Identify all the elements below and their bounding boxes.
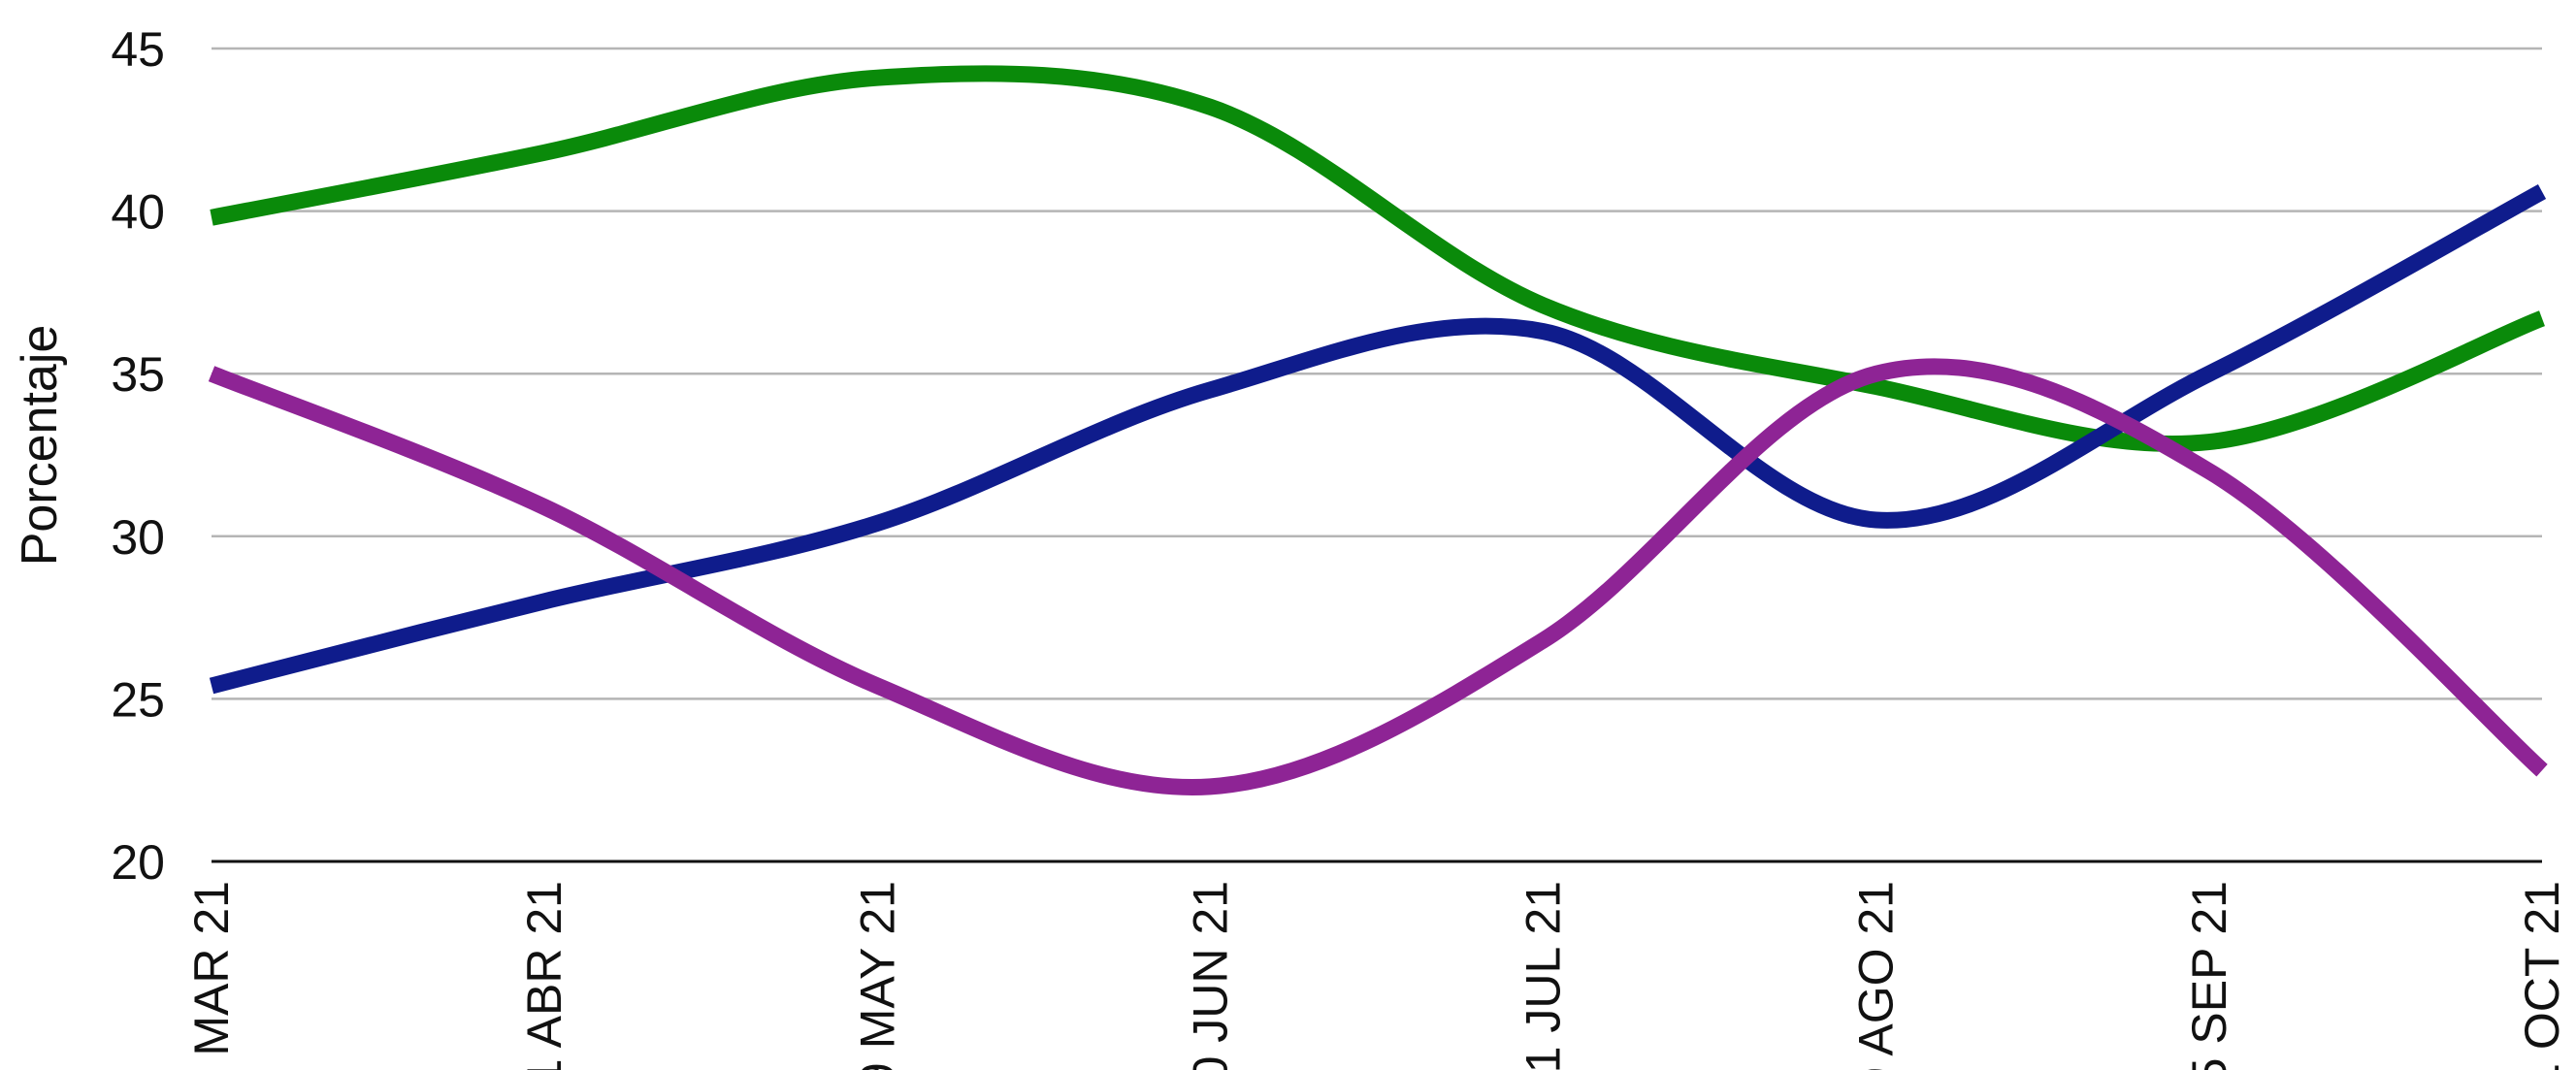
series-line-2 bbox=[209, 184, 2547, 695]
x-tick-label: 5 SEP 21 bbox=[2182, 881, 2236, 1070]
series-line-3 bbox=[208, 358, 2548, 796]
series-lines bbox=[208, 65, 2548, 796]
y-tick-labels: 20 25 30 35 40 45 bbox=[111, 22, 165, 890]
x-tick-label: 11 ABR 21 bbox=[517, 881, 571, 1070]
x-tick-label: 11 JUL 21 bbox=[1516, 881, 1571, 1070]
y-tick-label: 25 bbox=[111, 672, 165, 727]
y-axis-label: Porcentaje bbox=[12, 325, 68, 567]
y-tick-label: 45 bbox=[111, 22, 165, 77]
x-tick-label: 9 MAY 21 bbox=[850, 881, 904, 1070]
x-tick-label: 7 MAR 21 bbox=[184, 881, 239, 1070]
y-tick-label: 40 bbox=[111, 185, 165, 240]
y-tick-label: 30 bbox=[111, 510, 165, 565]
x-tick-labels: 7 MAR 21 11 ABR 21 9 MAY 21 20 JUN 21 11 JUL… bbox=[184, 881, 2569, 1070]
x-tick-label: 20 JUN 21 bbox=[1183, 881, 1237, 1070]
x-tick-label: 9 AGO 21 bbox=[1849, 881, 1904, 1070]
y-tick-label: 20 bbox=[111, 835, 165, 890]
y-tick-label: 35 bbox=[111, 347, 165, 402]
x-tick-label: 11 OCT 21 bbox=[2515, 881, 2569, 1070]
